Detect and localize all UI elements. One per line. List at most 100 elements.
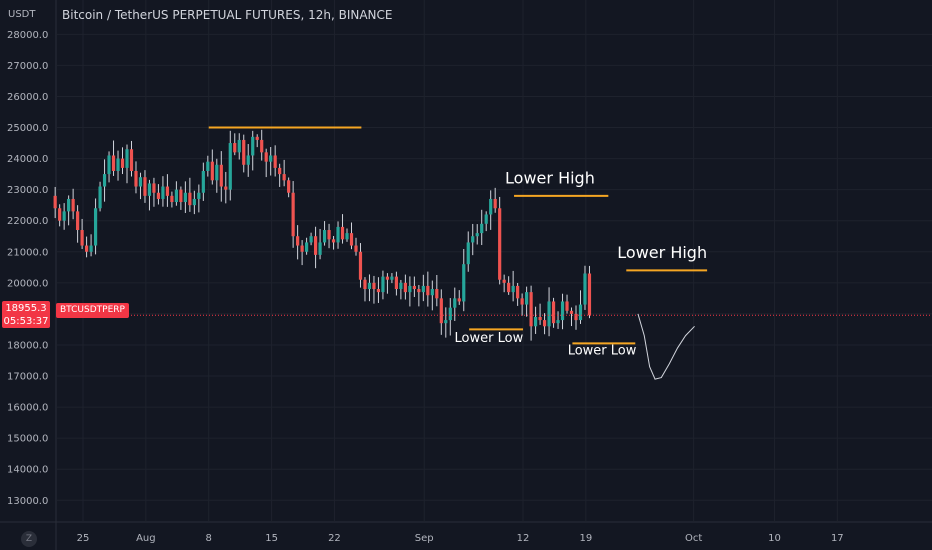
- candle-body: [309, 236, 313, 243]
- candle-body: [210, 161, 214, 181]
- candle-body: [138, 177, 143, 187]
- candle-body: [376, 289, 381, 293]
- x-tick-label: 19: [580, 533, 593, 544]
- candle-body: [183, 192, 187, 203]
- last-price-badge: 18955.3 05:53:37: [2, 301, 50, 328]
- candle-body: [313, 236, 318, 255]
- candle-body: [269, 155, 273, 162]
- y-tick-label: 27000.0: [7, 61, 48, 72]
- candle-body: [340, 226, 345, 240]
- candle-body: [170, 195, 174, 203]
- candle-body: [273, 155, 277, 168]
- candle-body: [282, 174, 286, 181]
- y-tick-label: 28000.0: [7, 30, 48, 41]
- candle-body: [511, 285, 515, 293]
- candle-body: [102, 174, 107, 187]
- candle-body: [80, 230, 84, 246]
- candle-body: [538, 316, 542, 321]
- candle-body: [219, 164, 223, 187]
- y-tick-label: 20000.0: [7, 278, 48, 289]
- candle-body: [349, 233, 354, 246]
- candle-body: [394, 276, 399, 290]
- candle-body: [179, 189, 183, 203]
- candle-body: [322, 230, 327, 243]
- timezone-button[interactable]: Z: [21, 531, 37, 547]
- x-tick-label: 10: [768, 533, 781, 544]
- candle-body: [53, 195, 57, 209]
- candle-body: [516, 285, 520, 299]
- candle-body: [547, 301, 551, 327]
- x-tick-label: Aug: [136, 533, 156, 544]
- projection-curve: [637, 313, 695, 380]
- candle-body: [457, 298, 461, 302]
- y-tick-label: 22000.0: [7, 216, 48, 227]
- x-tick-label: 15: [265, 533, 278, 544]
- candle-body: [93, 208, 98, 246]
- candle-body: [583, 273, 587, 305]
- candle-body: [192, 198, 196, 206]
- candle-body: [569, 310, 574, 314]
- candle-body: [120, 158, 125, 168]
- candle-body: [161, 186, 165, 199]
- candle-body: [448, 307, 452, 321]
- candle-body: [291, 192, 295, 237]
- price-axis: 28000.0 27000.0 26000.0 25000.0 24000.0 23000…: [7, 30, 48, 507]
- candle-body: [372, 282, 376, 290]
- y-tick-label: 25000.0: [7, 123, 48, 134]
- x-tick-label: 22: [328, 533, 341, 544]
- annotation-label: Lower Low: [568, 343, 637, 358]
- candle-body: [327, 230, 331, 240]
- candle-body: [426, 285, 430, 296]
- candle-body: [520, 298, 524, 305]
- candle-body: [574, 313, 578, 321]
- last-price-value: 18955.3: [5, 303, 47, 314]
- candle-body: [489, 198, 493, 215]
- candle-body: [233, 143, 237, 153]
- candle-body: [260, 139, 264, 153]
- candle-body: [67, 198, 71, 212]
- y-tick-label: 14000.0: [7, 465, 48, 476]
- candle-body: [197, 192, 201, 199]
- annotation-label: Lower Low: [455, 331, 524, 346]
- candle-body: [224, 186, 228, 190]
- candle-body: [408, 285, 412, 293]
- candle-body: [71, 198, 75, 212]
- candle-body: [578, 304, 583, 321]
- candle-body: [237, 139, 241, 153]
- y-tick-label: 23000.0: [7, 185, 48, 196]
- candle-body: [107, 155, 111, 175]
- candle-body: [58, 208, 62, 221]
- drawn-level-lines: [208, 126, 708, 345]
- candlestick-series: [53, 129, 592, 341]
- candle-body: [471, 236, 475, 243]
- symbol-badge: BTCUSDTPERP: [56, 303, 129, 318]
- y-tick-label: 21000.0: [7, 247, 48, 258]
- y-tick-label: 26000.0: [7, 92, 48, 103]
- candle-body: [421, 285, 425, 293]
- candle-body: [453, 298, 457, 308]
- chart-title: Bitcoin / TetherUS PERPETUAL FUTURES, 12…: [62, 8, 393, 22]
- candle-body: [201, 170, 205, 193]
- candle-body: [412, 285, 416, 290]
- candle-body: [116, 158, 120, 171]
- candle-body: [296, 236, 300, 246]
- annotation-label: Lower High: [617, 243, 707, 262]
- candle-body: [498, 208, 502, 280]
- candle-body: [89, 245, 93, 252]
- candle-body: [98, 186, 102, 209]
- candle-body: [62, 211, 66, 221]
- candle-body: [143, 177, 147, 196]
- candle-body: [152, 183, 156, 193]
- candle-body: [507, 282, 511, 293]
- candle-body: [587, 273, 592, 316]
- y-tick-label: 18000.0: [7, 340, 48, 351]
- candle-body: [439, 298, 443, 324]
- currency-label: USDT: [8, 9, 36, 20]
- candle-body: [565, 301, 569, 311]
- candle-body: [206, 161, 210, 171]
- candle-body: [129, 149, 134, 171]
- candle-body: [246, 155, 250, 165]
- annotation-label: Lower High: [505, 168, 595, 187]
